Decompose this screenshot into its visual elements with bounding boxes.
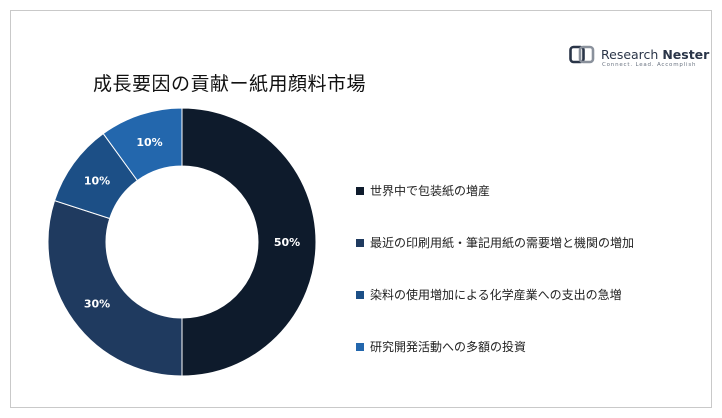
legend-label-1: 最近の印刷用紙・筆記用紙の需要増と機関の増加 <box>370 236 635 250</box>
donut-slice-label-2: 10% <box>84 174 110 187</box>
research-nester-logo-icon <box>569 45 595 64</box>
legend-swatch-2 <box>356 290 364 299</box>
donut-slice-3 <box>102 107 183 182</box>
logo-wordmark-bold: Nester <box>662 47 710 62</box>
legend-swatch-1 <box>356 238 364 247</box>
logo-wordmark-regular: Research <box>601 47 663 62</box>
logo-wordmark: Research Nester <box>601 47 709 62</box>
donut-slice-label-3: 10% <box>136 136 162 149</box>
legend-label-0: 世界中で包装紙の増産 <box>370 184 491 198</box>
legend-label-3: 研究開発活動への多額の投資 <box>370 340 527 354</box>
donut-slice-1 <box>47 199 183 377</box>
chart-title: 成長要因の貢献ー紙用顔料市場 <box>93 73 367 95</box>
legend-item-0: 世界中で包装紙の増産 <box>356 182 490 199</box>
donut-slice-0 <box>181 107 317 377</box>
legend-item-1: 最近の印刷用紙・筆記用紙の需要増と機関の増加 <box>356 234 634 251</box>
donut-slice-label-0: 50% <box>274 236 300 249</box>
legend-swatch-0 <box>356 186 364 195</box>
research-nester-logo: Research Nester Connect. Lead. Accomplis… <box>569 44 719 70</box>
legend-item-3: 研究開発活動への多額の投資 <box>356 338 526 355</box>
donut-slice-label-1: 30% <box>84 298 110 311</box>
legend-item-2: 染料の使用増加による化学産業への支出の急増 <box>356 286 622 303</box>
legend-label-2: 染料の使用増加による化学産業への支出の急増 <box>370 288 622 302</box>
legend-swatch-3 <box>356 342 364 351</box>
logo-tagline: Connect. Lead. Accomplish <box>602 62 697 68</box>
